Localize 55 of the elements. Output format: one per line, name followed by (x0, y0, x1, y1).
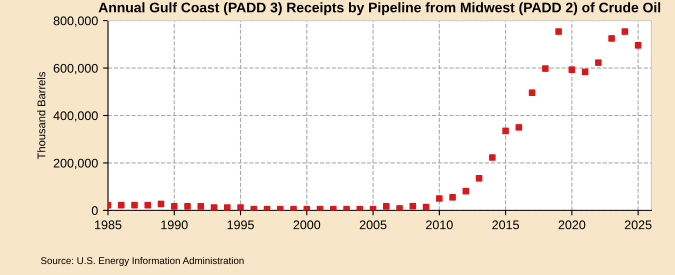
point (210, 204, 218, 210)
point (595, 59, 602, 66)
point (449, 194, 456, 201)
x-tick-label: 1995 (228, 220, 254, 230)
point (634, 42, 642, 49)
x-tick-label: 2005 (360, 220, 386, 230)
source-note: Source: U.S. Energy Information Administration (40, 256, 244, 266)
point (516, 124, 522, 131)
x-tick-label: 1990 (161, 220, 188, 230)
point (158, 200, 164, 208)
x-tick-label: 2010 (426, 220, 453, 230)
point (462, 188, 470, 194)
x-tick-label: 2020 (558, 220, 586, 230)
y-tick-label: 0 (92, 206, 98, 216)
point (410, 202, 416, 210)
point (528, 89, 536, 96)
point (316, 206, 324, 210)
y-tick-label: 200,000 (54, 158, 98, 170)
point (290, 206, 297, 210)
x-tick-label: 2025 (624, 220, 652, 230)
point (489, 154, 496, 161)
point (131, 202, 138, 208)
y-axis-title: Thousand Barrels (37, 72, 46, 160)
point (568, 66, 576, 74)
x-tick-label: 2015 (492, 220, 519, 230)
point (224, 204, 231, 210)
x-tick-label: 1985 (95, 220, 122, 230)
point (555, 28, 562, 35)
point (343, 206, 350, 210)
y-tick-label: 800,000 (54, 16, 98, 27)
point (356, 206, 364, 210)
point (304, 206, 310, 210)
point (237, 204, 244, 210)
point (542, 65, 549, 72)
y-tick-label: 400,000 (53, 111, 98, 122)
point (383, 203, 390, 210)
point (370, 206, 376, 210)
point (118, 202, 125, 208)
point (144, 202, 152, 208)
point (264, 206, 270, 210)
point (330, 206, 337, 210)
point (396, 205, 403, 210)
point (608, 35, 615, 42)
point (622, 28, 628, 35)
point (197, 203, 204, 210)
x-tick-label: 2000 (294, 220, 320, 230)
point (422, 204, 430, 210)
point (502, 128, 509, 134)
point (170, 203, 178, 210)
point (436, 195, 443, 202)
y-tick-label: 600,000 (54, 64, 98, 74)
point (582, 68, 588, 76)
point (184, 203, 191, 210)
chart-title: Annual Gulf Coast (PADD 3) Receipts by Pipeline from Midwest (PADD 2) of Crude Oil (98, 2, 660, 16)
point (476, 175, 482, 182)
